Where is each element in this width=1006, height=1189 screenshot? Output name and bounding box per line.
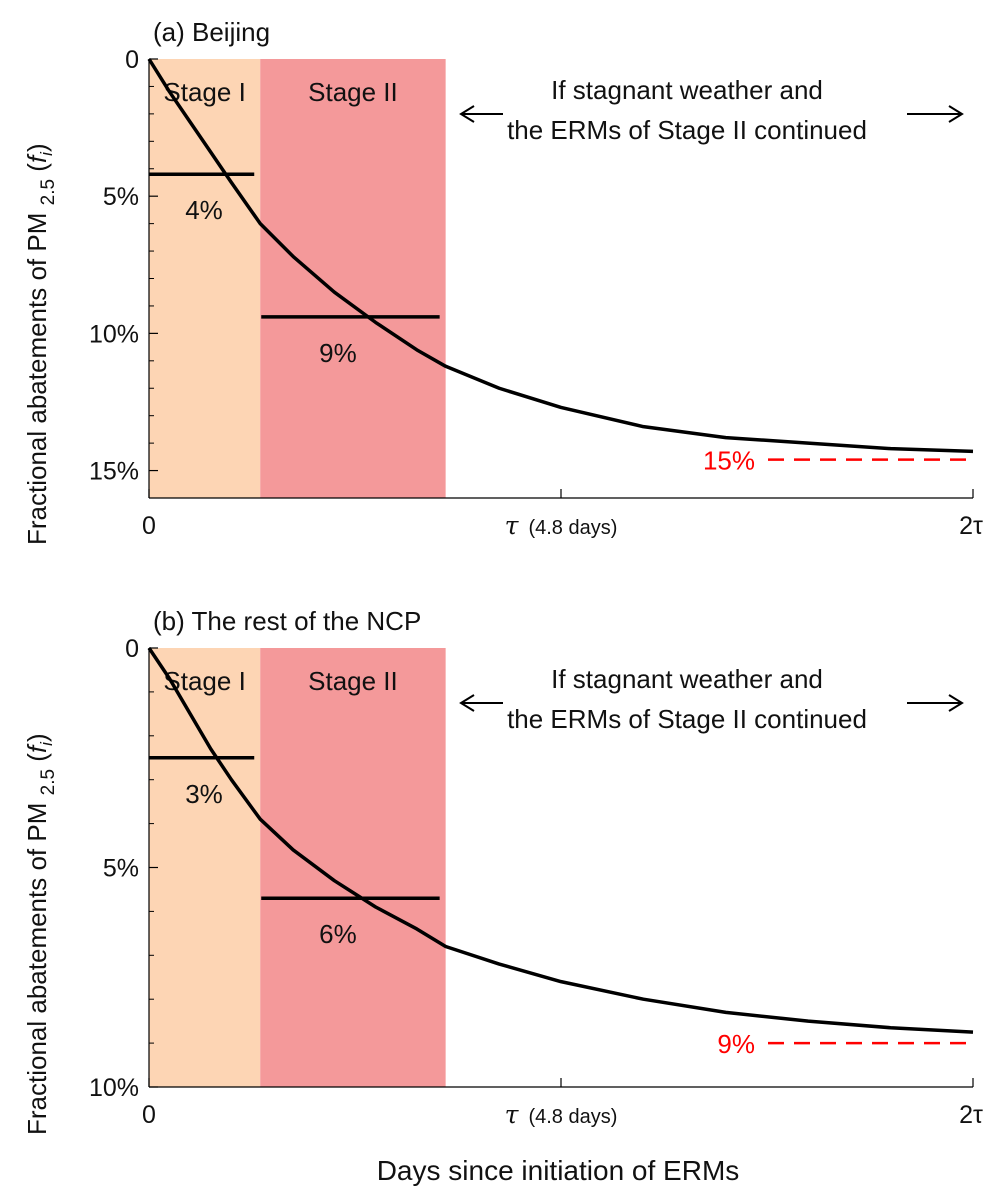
x-tick-note: (4.8 days): [528, 517, 617, 539]
ylabel-var-open: (: [22, 753, 52, 762]
left-arrow-icon: [459, 105, 475, 123]
asymptote-label: 9%: [717, 1029, 755, 1059]
stage-label: Stage II: [308, 666, 398, 696]
y-axis-label-b: Fractional abatements of PM 2.5 (fi): [22, 733, 60, 1135]
y-tick-label: 10%: [89, 1074, 139, 1102]
ylabel-var: f: [22, 743, 52, 753]
x-tick-note: (4.8 days): [528, 1106, 617, 1128]
ylabel-var-close: ): [22, 733, 52, 742]
panel-label: (a) Beijing: [153, 17, 270, 47]
stage-mean-label: 9%: [319, 338, 357, 368]
annotation-line-1: If stagnant weather and: [551, 664, 823, 694]
stage-band-1: [149, 648, 261, 1087]
abatement-curve: [147, 58, 974, 454]
stage-mean-label: 4%: [185, 195, 223, 225]
x-tick-label: 0: [142, 1101, 156, 1129]
ylabel-prefix: Fractional abatements of PM: [22, 213, 52, 545]
panel-label: (b) The rest of the NCP: [153, 606, 421, 636]
x-tick-label: 2τ: [959, 1101, 983, 1129]
ylabel-sub: 2.5: [38, 769, 59, 795]
stage-band-1: [149, 59, 261, 498]
svg-text:Fractional abatements of PM: Fractional abatements of PM 2.5 (fi): [22, 733, 60, 1135]
x-tick-symbol: τ: [505, 511, 520, 540]
x-tick-label: 0: [142, 512, 156, 540]
y-tick-label: 5%: [103, 855, 139, 883]
annotation-line-1: If stagnant weather and: [551, 75, 823, 105]
y-axis-label-a: Fractional abatements of PM 2.5 (fi): [22, 143, 60, 545]
y-tick-label: 10%: [89, 320, 139, 348]
x-axis-label: Days since initiation of ERMs: [377, 1155, 740, 1186]
ylabel-var-sub: i: [37, 151, 56, 156]
annotation-line-2: the ERMs of Stage II continued: [507, 115, 867, 145]
ylabel-var: f: [22, 153, 52, 163]
y-tick-label: 15%: [89, 458, 139, 486]
right-arrow-icon: [948, 105, 964, 123]
stage-label: Stage II: [308, 77, 398, 107]
abatement-curve: [147, 647, 974, 1034]
x-tick-symbol: τ: [505, 1100, 520, 1129]
ylabel-sub: 2.5: [38, 179, 59, 205]
y-tick-label: 0: [125, 635, 139, 663]
y-tick-label: 5%: [103, 183, 139, 211]
ylabel-var-sub: i: [37, 741, 56, 746]
x-tick-label: τ (4.8 days): [505, 511, 618, 540]
y-tick-label: 0: [125, 46, 139, 74]
x-tick-label: τ (4.8 days): [505, 1100, 618, 1129]
asymptote-label: 15%: [703, 446, 755, 476]
stage-band-2: [260, 648, 446, 1087]
ylabel-var-close: ): [22, 143, 52, 152]
svg-text:Fractional abatements of PM: Fractional abatements of PM 2.5 (fi): [22, 143, 60, 545]
ylabel-prefix: Fractional abatements of PM: [22, 803, 52, 1135]
right-arrow-icon: [948, 694, 964, 712]
annotation-line-2: the ERMs of Stage II continued: [507, 704, 867, 734]
left-arrow-icon: [459, 694, 475, 712]
stage-mean-label: 3%: [185, 779, 223, 809]
ylabel-var-open: (: [22, 163, 52, 172]
stage-mean-label: 6%: [319, 919, 357, 949]
x-tick-label: 2τ: [959, 512, 983, 540]
stage-band-2: [260, 59, 446, 498]
